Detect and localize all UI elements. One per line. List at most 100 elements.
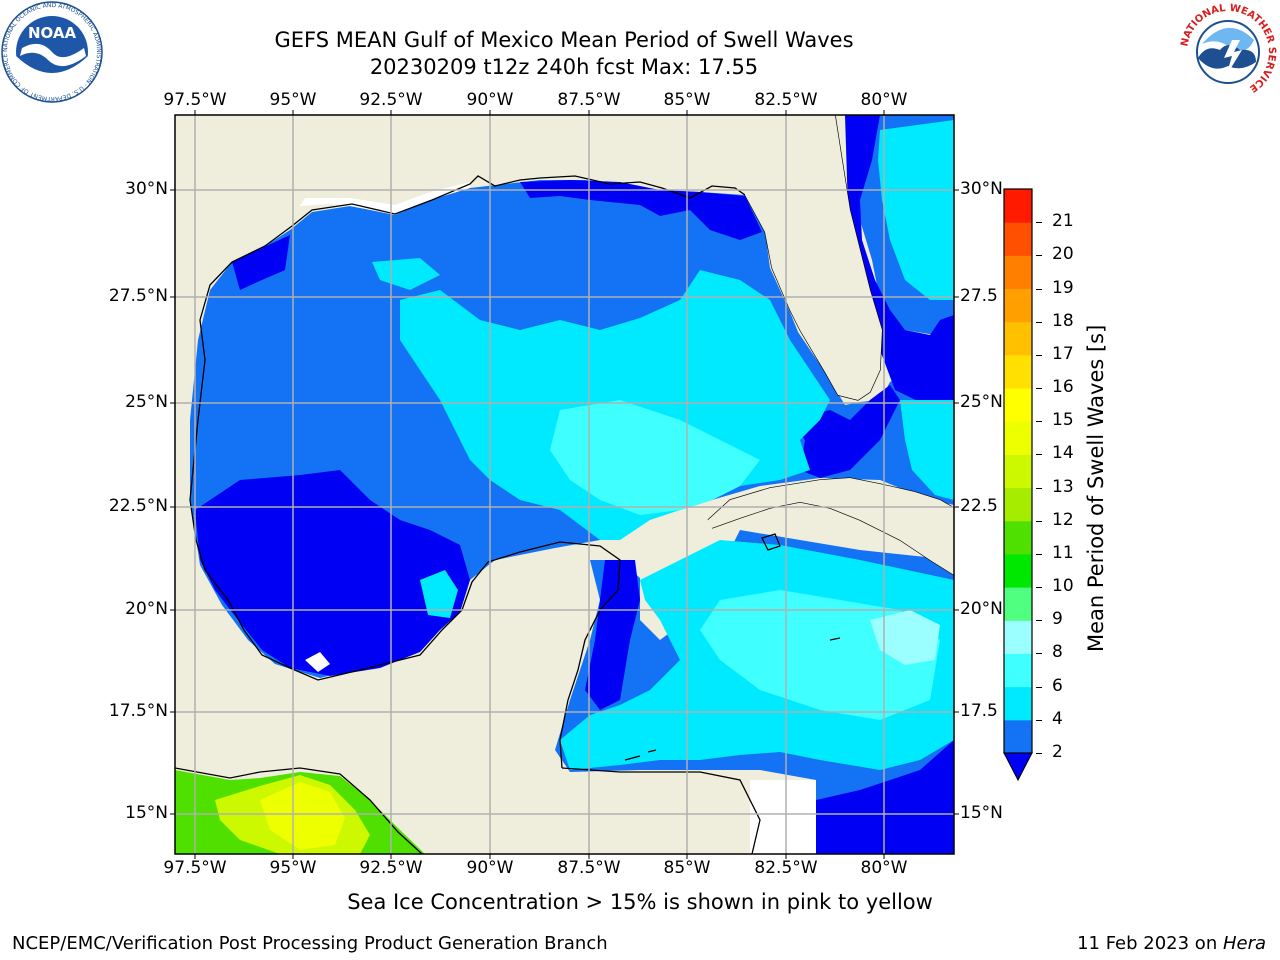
coastline-isla-juventud <box>761 533 781 551</box>
nws-logo: NATIONAL WEATHER SERVICE <box>1178 2 1278 102</box>
lat-label-right: 30°N <box>960 179 1003 199</box>
lat-label-right: 25°N <box>960 392 1003 412</box>
colorbar-tick-mark <box>1036 354 1042 356</box>
lon-label-top: 85°W <box>663 90 711 110</box>
dark-water-atlantic <box>845 115 954 402</box>
colorbar-tick-label: 12 <box>1052 509 1074 530</box>
dark-water-southeast <box>816 740 954 854</box>
colorbar-tick-mark <box>1036 421 1042 423</box>
coastline-pacific <box>175 767 423 854</box>
dark-water-keys <box>790 385 900 478</box>
colorbar-frame <box>1003 188 1033 754</box>
colorbar-bin <box>1004 587 1032 621</box>
coastline-cayman <box>829 637 841 641</box>
colorbar-bin <box>1004 354 1032 389</box>
pacific-water-core <box>260 782 345 850</box>
lon-label-bottom: 82.5°W <box>754 858 818 878</box>
lat-label-right: 22.5 <box>960 496 998 516</box>
lon-label-bottom: 92.5°W <box>359 858 423 878</box>
nodata-patch-west <box>305 652 330 672</box>
colorbar-tick-mark <box>1036 487 1042 489</box>
colorbar-tick-label: 19 <box>1052 277 1074 298</box>
lat-label-left: 15°N <box>125 803 168 823</box>
map-subtitle: 20230209 t12z 240h fcst Max: 17.55 <box>369 55 759 79</box>
colorbar-tick-mark <box>1036 222 1042 224</box>
colorbar-bin <box>1004 620 1032 654</box>
lon-label-bottom: 85°W <box>663 858 711 878</box>
dark-water-texas <box>232 235 290 290</box>
lat-label-left: 25°N <box>125 392 168 412</box>
colorbar-tick-mark <box>1036 620 1042 622</box>
light-water-bahamas <box>900 400 954 500</box>
colorbar-tick-label: 2 <box>1052 742 1063 762</box>
colorbar-tick-mark <box>1036 321 1042 323</box>
colorbar <box>1003 188 1033 782</box>
pale-water-central <box>550 400 760 515</box>
lat-label-right: 15°N <box>960 803 1003 823</box>
colorbar-under-extension <box>1003 752 1033 782</box>
ice-note: Sea Ice Concentration > 15% is shown in … <box>347 890 933 914</box>
lat-label-left: 30°N <box>125 179 168 199</box>
lat-label-right: 27.5 <box>960 286 998 306</box>
lon-label-bottom: 95°W <box>269 858 317 878</box>
colorbar-bin <box>1004 321 1032 356</box>
colorbar-bin <box>1004 520 1032 555</box>
colorbar-bin <box>1004 288 1032 323</box>
cuba-land <box>708 478 954 575</box>
colorbar-tick-mark <box>1036 454 1042 456</box>
lon-label-top: 87.5°W <box>557 90 621 110</box>
dark-water-west <box>195 470 470 676</box>
footer-date-text: 11 Feb 2023 on <box>1077 933 1223 954</box>
pale-water-hotspot <box>870 610 940 665</box>
colorbar-tick-mark <box>1036 520 1042 522</box>
colorbar-tick-label: 18 <box>1052 310 1074 331</box>
colorbar-tick-label: 15 <box>1052 410 1074 431</box>
colorbar-tick-label: 21 <box>1052 211 1074 232</box>
colorbar-bin <box>1004 255 1032 290</box>
lon-label-bottom: 97.5°W <box>163 858 227 878</box>
colorbar-bin <box>1004 553 1032 588</box>
dark-water-yucatan <box>585 560 640 710</box>
nodata-patch-south <box>750 780 816 854</box>
map-tick-marks <box>170 110 959 859</box>
colorbar-tick-mark <box>1036 388 1042 390</box>
light-water-islet-1 <box>420 570 458 618</box>
colorbar-tick-mark <box>1036 255 1042 257</box>
florida-land <box>745 115 882 400</box>
colorbar-tick-label: 13 <box>1052 476 1074 497</box>
colorbar-tick-mark <box>1036 686 1042 688</box>
colorbar-bin <box>1004 454 1032 489</box>
noaa-text: NOAA <box>28 24 77 42</box>
lon-label-top: 82.5°W <box>754 90 818 110</box>
colorbar-bin <box>1004 189 1032 223</box>
colorbar-tick-mark <box>1036 719 1042 721</box>
footer-date: 11 Feb 2023 on Hera <box>1077 933 1266 954</box>
colorbar-tick-label: 4 <box>1052 708 1063 729</box>
coastline-island-2 <box>647 749 657 753</box>
dark-water-north <box>520 180 762 240</box>
colorbar-tick-label: 9 <box>1052 609 1063 630</box>
lon-label-top: 80°W <box>860 90 908 110</box>
footer-credit: NCEP/EMC/Verification Post Processing Pr… <box>12 933 608 954</box>
coastline-island-1 <box>624 755 641 761</box>
colorbar-tick-mark <box>1036 753 1042 754</box>
lat-label-right: 17.5 <box>960 701 998 721</box>
map-frame <box>174 114 955 855</box>
colorbar-tick-label: 20 <box>1052 244 1074 265</box>
lat-label-left: 22.5°N <box>108 496 168 516</box>
colorbar-bin <box>1004 719 1032 754</box>
lon-label-top: 95°W <box>269 90 317 110</box>
lon-label-bottom: 80°W <box>860 858 908 878</box>
colorbar-bin <box>1004 487 1032 522</box>
colorbar-tick-mark <box>1036 587 1042 589</box>
map-title: GEFS MEAN Gulf of Mexico Mean Period of … <box>274 28 854 52</box>
colorbar-tick-label: 14 <box>1052 443 1074 464</box>
lat-label-left: 27.5°N <box>108 286 168 306</box>
colorbar-label: Mean Period of Swell Waves [s] <box>1084 324 1108 652</box>
lat-label-right: 20°N <box>960 599 1003 619</box>
colorbar-tick-label: 16 <box>1052 377 1074 398</box>
lon-label-top: 90°W <box>466 90 514 110</box>
colorbar-tick-label: 6 <box>1052 675 1063 696</box>
light-water-islet-2 <box>372 258 440 290</box>
